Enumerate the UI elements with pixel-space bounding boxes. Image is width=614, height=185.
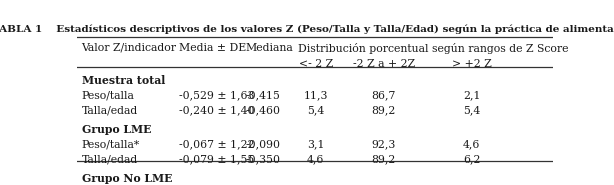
Text: Muestra total: Muestra total xyxy=(82,75,165,86)
Text: -0,240 ± 1,40: -0,240 ± 1,40 xyxy=(179,105,255,115)
Text: Media ± DE: Media ± DE xyxy=(179,43,246,53)
Text: -0,079 ± 1,55: -0,079 ± 1,55 xyxy=(179,155,254,165)
Text: Talla/edad: Talla/edad xyxy=(82,105,138,115)
Text: 4,6: 4,6 xyxy=(307,155,324,165)
Text: -0,529 ± 1,63: -0,529 ± 1,63 xyxy=(179,90,255,100)
Text: 3,1: 3,1 xyxy=(307,139,324,149)
Text: Distribución porcentual según rangos de Z Score: Distribución porcentual según rangos de … xyxy=(298,43,568,54)
Text: Peso/talla*: Peso/talla* xyxy=(82,139,140,149)
Text: -0,415: -0,415 xyxy=(246,90,281,100)
Text: TABLA 1  Estadísticos descriptivos de los valores Z (Peso/Talla y Talla/Edad) se: TABLA 1 Estadísticos descriptivos de los… xyxy=(0,24,614,34)
Text: 5,4: 5,4 xyxy=(463,105,480,115)
Text: -0,460: -0,460 xyxy=(246,105,281,115)
Text: 92,3: 92,3 xyxy=(371,139,396,149)
Text: 5,4: 5,4 xyxy=(307,105,324,115)
Text: 11,3: 11,3 xyxy=(303,90,328,100)
Text: > +2 Z: > +2 Z xyxy=(452,58,492,68)
Text: -2 Z a + 2Z: -2 Z a + 2Z xyxy=(352,58,414,68)
Text: 86,7: 86,7 xyxy=(371,90,396,100)
Text: -0,090: -0,090 xyxy=(246,139,281,149)
Text: Grupo LME: Grupo LME xyxy=(82,124,151,135)
Text: 2,1: 2,1 xyxy=(463,90,481,100)
Text: 89,2: 89,2 xyxy=(371,155,396,165)
Text: Grupo No LME: Grupo No LME xyxy=(82,174,172,184)
Text: 89,2: 89,2 xyxy=(371,105,396,115)
Text: Talla/edad: Talla/edad xyxy=(82,155,138,165)
Text: 4,6: 4,6 xyxy=(463,139,480,149)
Text: 6,2: 6,2 xyxy=(463,155,481,165)
Text: Mediana: Mediana xyxy=(246,43,293,53)
Text: Valor Z/indicador: Valor Z/indicador xyxy=(82,43,176,53)
Text: Peso/talla: Peso/talla xyxy=(82,90,134,100)
Text: -0,350: -0,350 xyxy=(246,155,281,165)
Text: <- 2 Z: <- 2 Z xyxy=(298,58,333,68)
Text: -0,067 ± 1,22: -0,067 ± 1,22 xyxy=(179,139,255,149)
